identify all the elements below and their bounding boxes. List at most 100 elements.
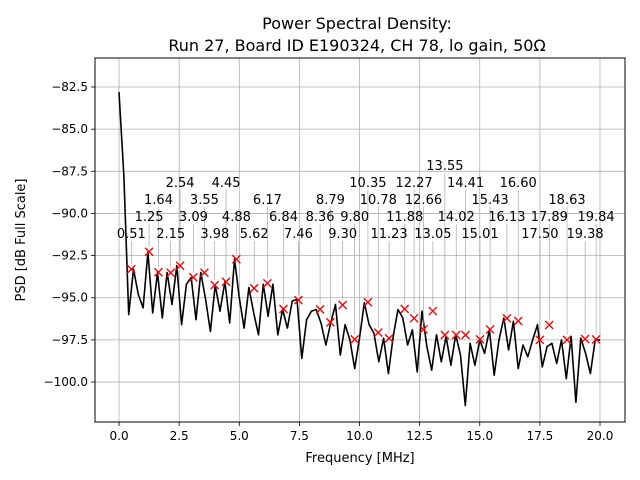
peak-label: 15.43 (471, 193, 508, 208)
x-tick-label: 5.0 (230, 429, 249, 443)
peak-marker (262, 278, 272, 288)
x-marker-icon (293, 295, 303, 305)
peak-label: 2.54 (166, 176, 195, 191)
x-tick-label: 7.5 (290, 429, 309, 443)
peak-label: 1.64 (144, 193, 173, 208)
peak-marker (126, 264, 136, 274)
peak-label: 6.17 (253, 193, 282, 208)
peak-label: 7.46 (284, 227, 313, 242)
x-marker-icon (513, 316, 523, 326)
peak-marker (144, 247, 154, 257)
peak-marker (475, 334, 485, 344)
x-tick-label: 12.5 (406, 429, 433, 443)
plot-area (118, 92, 601, 407)
y-tick-label: −87.5 (51, 164, 88, 178)
grid (95, 58, 625, 422)
y-tick-label: −100.0 (44, 375, 88, 389)
peak-label: 3.98 (200, 227, 229, 242)
y-tick-label: −85.0 (51, 122, 88, 136)
peak-marker (188, 272, 198, 282)
peak-marker (461, 330, 471, 340)
x-marker-icon (188, 272, 198, 282)
x-marker-icon (199, 268, 209, 278)
peak-marker (350, 334, 360, 344)
x-marker-icon (384, 333, 394, 343)
peak-label: 13.05 (414, 227, 451, 242)
peak-label: 17.89 (531, 210, 568, 225)
x-marker-icon (373, 328, 383, 338)
peak-marker (338, 300, 348, 310)
peak-label: 6.84 (269, 210, 298, 225)
peak-marker (279, 304, 289, 314)
x-marker-icon (231, 254, 241, 264)
y-tick-label: −92.5 (51, 249, 88, 263)
x-tick-label: 10.0 (346, 429, 373, 443)
peak-marker (231, 254, 241, 264)
chart-title-line1: Power Spectral Density: (262, 14, 452, 33)
peak-marker (199, 268, 209, 278)
x-marker-icon (262, 278, 272, 288)
x-marker-icon (580, 334, 590, 344)
x-marker-icon (338, 300, 348, 310)
peak-marker (166, 268, 176, 278)
x-marker-icon (126, 264, 136, 274)
peak-label: 4.45 (212, 176, 241, 191)
peak-label: 19.84 (577, 210, 614, 225)
peak-label: 9.80 (340, 210, 369, 225)
axes-frame (94, 57, 626, 423)
peak-label: 1.25 (135, 210, 164, 225)
x-marker-icon (475, 334, 485, 344)
x-marker-icon (535, 335, 545, 345)
x-marker-icon (166, 268, 176, 278)
peak-marker (591, 334, 601, 344)
peak-label: 12.66 (405, 193, 442, 208)
y-tick-label: −97.5 (51, 333, 88, 347)
peak-marker (384, 333, 394, 343)
x-marker-icon (428, 306, 438, 316)
x-tick-label: 17.5 (527, 429, 554, 443)
peak-marker (502, 313, 512, 323)
x-marker-icon (440, 330, 450, 340)
peak-label: 19.38 (566, 227, 603, 242)
peak-marker (293, 295, 303, 305)
peak-label: 5.62 (240, 227, 269, 242)
peak-marker (315, 304, 325, 314)
x-marker-icon (544, 320, 554, 330)
chart-title-line2: Run 27, Board ID E190324, CH 78, lo gain… (168, 36, 545, 55)
peak-marker (580, 334, 590, 344)
x-tick-label: 15.0 (466, 429, 493, 443)
peak-label: 11.23 (370, 227, 407, 242)
peak-marker (409, 313, 419, 323)
y-tick-label: −90.0 (51, 206, 88, 220)
peak-label: 11.88 (386, 210, 423, 225)
peak-label: 10.35 (349, 176, 386, 191)
peak-label: 16.13 (488, 210, 525, 225)
peak-label: 9.30 (328, 227, 357, 242)
peak-label: 14.41 (447, 176, 484, 191)
x-marker-icon (315, 304, 325, 314)
peak-label: 17.50 (521, 227, 558, 242)
peak-label: 4.88 (222, 210, 251, 225)
peak-marker (535, 335, 545, 345)
x-marker-icon (153, 267, 163, 277)
peak-marker (562, 335, 572, 345)
peak-label: 0.51 (117, 227, 146, 242)
x-marker-icon (175, 261, 185, 271)
peak-label: 15.01 (461, 227, 498, 242)
psd-series-line (118, 92, 600, 407)
peak-label: 8.36 (306, 210, 335, 225)
peak-marker (400, 304, 410, 314)
peak-marker (428, 306, 438, 316)
peak-marker (221, 277, 231, 287)
y-tick-label: −82.5 (51, 80, 88, 94)
peak-marker (451, 330, 461, 340)
peak-marker (513, 316, 523, 326)
peak-label: 14.02 (438, 210, 475, 225)
x-marker-icon (210, 280, 220, 290)
x-marker-icon (279, 304, 289, 314)
x-marker-icon (502, 313, 512, 323)
x-marker-icon (461, 330, 471, 340)
x-tick-label: 0.0 (110, 429, 129, 443)
peak-marker (485, 324, 495, 334)
x-marker-icon (363, 297, 373, 307)
